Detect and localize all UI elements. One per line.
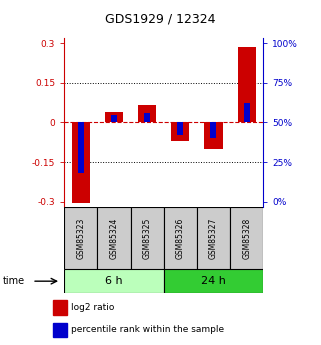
Bar — [238, 47, 256, 122]
Bar — [204, 122, 222, 149]
Text: 24 h: 24 h — [201, 276, 226, 286]
Text: GSM85327: GSM85327 — [209, 217, 218, 259]
Bar — [53, 300, 67, 315]
Text: GSM85326: GSM85326 — [176, 217, 185, 259]
Bar — [230, 207, 263, 269]
Bar — [111, 115, 117, 122]
Text: GSM85324: GSM85324 — [109, 217, 118, 259]
Bar — [78, 122, 84, 173]
Text: percentile rank within the sample: percentile rank within the sample — [71, 325, 224, 334]
Bar — [131, 207, 164, 269]
Text: GSM85325: GSM85325 — [143, 217, 152, 259]
Bar — [138, 105, 156, 122]
Text: GSM85323: GSM85323 — [76, 217, 85, 259]
Bar — [64, 269, 164, 293]
Bar — [177, 122, 183, 135]
Bar — [197, 207, 230, 269]
Bar — [53, 323, 67, 337]
Text: GSM85328: GSM85328 — [242, 217, 251, 259]
Bar — [244, 104, 250, 122]
Bar — [211, 122, 216, 138]
Bar — [164, 269, 263, 293]
Bar — [64, 207, 97, 269]
Text: time: time — [3, 276, 25, 286]
Text: 6 h: 6 h — [105, 276, 123, 286]
Bar — [171, 122, 189, 141]
Bar — [105, 112, 123, 122]
Bar — [97, 207, 131, 269]
Text: log2 ratio: log2 ratio — [71, 303, 115, 312]
Bar — [144, 113, 150, 122]
Text: GDS1929 / 12324: GDS1929 / 12324 — [105, 12, 216, 25]
Bar — [72, 122, 90, 203]
Bar — [164, 207, 197, 269]
